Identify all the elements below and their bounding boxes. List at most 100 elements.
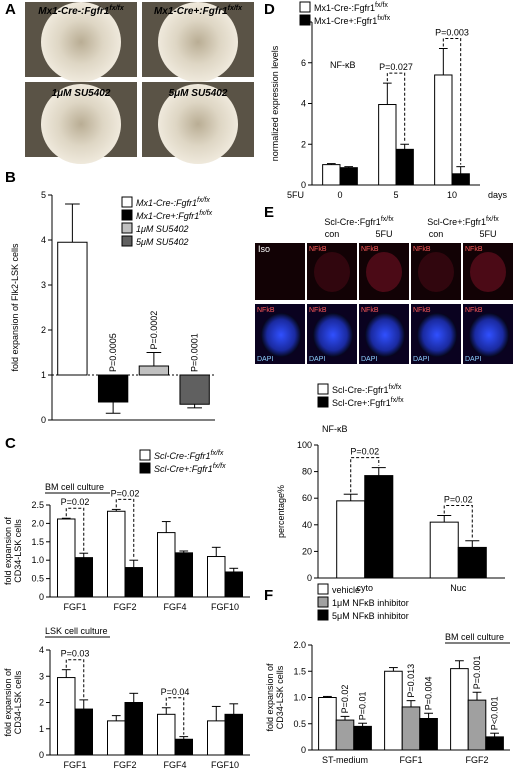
legend-label: Scl-Cre+:Fgfr1fx/fx (332, 397, 404, 408)
y-tick-label: 0 (39, 592, 44, 602)
x-tick-label: FGF1 (63, 602, 86, 612)
bar (419, 718, 438, 751)
panel-label: F (264, 587, 273, 604)
legend-label: Mx1-Cre+:Fgfr1fx/fx (136, 210, 213, 221)
image-caption-main: Mx1-Cre+:Fgfr1 (154, 6, 228, 17)
legend-swatch (299, 14, 311, 26)
image-caption-sup: fx/fx (109, 5, 125, 12)
bar-chart: 02468normalized expression levelsDNF-κBM… (264, 1, 508, 200)
y-axis-label: fold expansion of Flk2-LSK cells (10, 243, 20, 372)
subtitle: BM cell culture (45, 482, 104, 492)
bar-chart: 0 1 2 3 4 fold expansion of CD34-LSK cells LSK … (3, 626, 250, 770)
image-caption: Mx1-Cre+:Fgfr1fx/fx (154, 5, 243, 17)
legend-label: Mx1-Cre-:Fgfr1fx/fx (136, 197, 210, 208)
p-value: P=0.0005 (108, 333, 118, 372)
p-value: P=0.0001 (190, 333, 200, 372)
legend-label-sup: fx/fx (213, 463, 226, 470)
annotation: NF-κB (322, 424, 348, 434)
group-label-sup: fx/fx (486, 216, 499, 223)
bar (138, 365, 170, 376)
panel-label: C (5, 435, 16, 452)
image-caption: Mx1-Cre-:Fgfr1fx/fx (38, 5, 125, 17)
image-label: NFkB (309, 307, 327, 314)
p-bracket (443, 504, 473, 539)
group-label-sup: fx/fx (381, 216, 394, 223)
bar (207, 556, 226, 598)
y-tick-label: 20 (302, 546, 312, 556)
bar (57, 677, 76, 756)
bar (179, 374, 210, 405)
legend-label: Mx1-Cre+:Fgfr1fx/fx (314, 15, 391, 26)
bar (429, 521, 459, 579)
legend-label: Scl-Cre-:Fgfr1fx/fx (332, 384, 402, 395)
legend-label: vehicle (332, 585, 360, 595)
y-tick-label: 0.5 (293, 719, 306, 729)
cell (366, 252, 402, 292)
image-label: DAPI (257, 356, 273, 363)
y-tick-label: 1.5 (293, 666, 306, 676)
y-tick-label: 1 (39, 724, 44, 734)
condition-label: con (429, 229, 444, 239)
p-bracket (386, 72, 406, 143)
nucleus (313, 313, 353, 357)
y-tick-label: 3 (39, 671, 44, 681)
bar (207, 720, 226, 756)
image-label: DAPI (465, 356, 481, 363)
cell (470, 252, 506, 292)
x-tick-label: FGF4 (163, 760, 186, 770)
p-bracket (65, 659, 85, 698)
bar (124, 567, 143, 598)
bar (74, 708, 93, 756)
legend-label-sup: fx/fx (377, 15, 390, 22)
y-tick-label: 80 (302, 467, 312, 477)
panel-label: B (5, 169, 16, 186)
bar (434, 74, 453, 186)
legend-swatch (121, 235, 133, 247)
panel-a (25, 2, 254, 164)
y-tick-label: 4 (301, 99, 306, 109)
bar (107, 720, 126, 756)
y-axis-label: CD34-LSK cells (275, 665, 285, 729)
panel-label: D (264, 1, 275, 18)
y-axis-label: percentage% (276, 485, 286, 538)
p-value: P=0.03 (61, 649, 90, 659)
image-label: Iso (258, 244, 270, 254)
y-tick-label: 0 (301, 180, 306, 190)
legend-label: Scl-Cre+:Fgfr1fx/fx (154, 463, 226, 474)
legend-label-sup: fx/fx (391, 397, 404, 404)
condition-label: con (325, 229, 340, 239)
x-tick-label: FGF2 (113, 602, 136, 612)
image-label: DAPI (309, 356, 325, 363)
p-value: P=0.0002 (149, 311, 159, 350)
nucleus (417, 313, 457, 357)
p-value: P=0.02 (111, 488, 140, 498)
x-tick-label: 0 (337, 190, 342, 200)
image-label: NFkB (257, 307, 275, 314)
image-label: NFkB (413, 307, 431, 314)
y-axis-label: fold expansion of (3, 516, 13, 585)
panel-label: E (264, 204, 274, 221)
p-bracket (350, 457, 380, 493)
legend-label-main: Scl-Cre-:Fgfr1 (154, 451, 211, 461)
dish (158, 2, 238, 82)
image-label: NFkB (361, 246, 379, 253)
x-tick-label: ST-medium (322, 755, 368, 765)
bar (318, 697, 337, 751)
y-axis-label: normalized expression levels (270, 45, 280, 161)
cell (418, 252, 454, 292)
p-bracket (442, 37, 462, 165)
legend-swatch (317, 609, 329, 621)
dish (158, 84, 238, 164)
y-tick-label: 60 (302, 493, 312, 503)
bar (353, 725, 372, 751)
y-tick-label: 1.0 (31, 555, 44, 565)
legend-swatch (139, 449, 151, 461)
y-tick-label: 3 (41, 280, 46, 290)
bar (467, 699, 487, 751)
bar (384, 670, 403, 751)
legend-label-main: Scl-Cre-:Fgfr1 (332, 385, 389, 395)
bar (451, 173, 470, 186)
group-label-main: Scl-Cre+:Fgfr1 (427, 217, 486, 227)
condition-label: 5FU (375, 229, 392, 239)
image-label: NFkB (465, 307, 483, 314)
